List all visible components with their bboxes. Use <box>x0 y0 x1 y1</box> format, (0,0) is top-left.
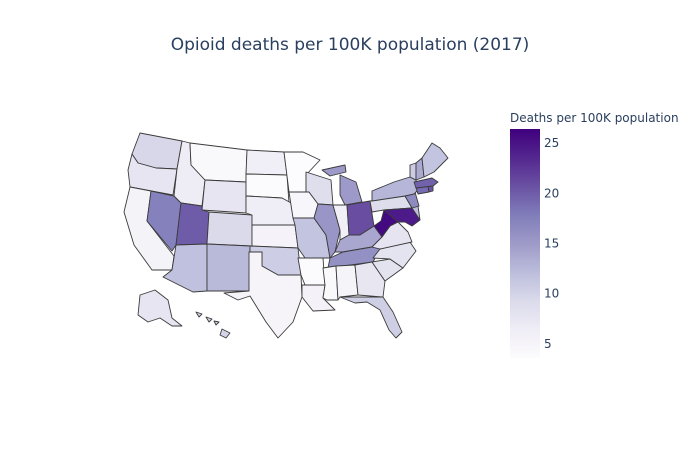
state-ks[interactable] <box>251 224 299 249</box>
state-me[interactable] <box>421 142 449 178</box>
colorbar-tick-label: 5 <box>544 337 552 351</box>
colorbar-tick-label: 10 <box>544 287 559 301</box>
us-state-map <box>123 132 449 339</box>
state-ar[interactable] <box>297 257 326 286</box>
colorbar-tick-label: 20 <box>544 186 559 200</box>
state-hi[interactable] <box>195 311 231 339</box>
chart-title: Opioid deaths per 100K population (2017) <box>171 35 530 55</box>
colorbar-ticks: 5 10 15 20 25 <box>544 136 559 351</box>
colorbar-gradient <box>510 129 540 358</box>
state-or[interactable] <box>127 153 178 196</box>
state-co[interactable] <box>206 211 253 247</box>
colorbar: Deaths per 100K population 5 10 15 20 25 <box>510 111 679 358</box>
state-ms[interactable] <box>322 265 339 301</box>
state-nd[interactable] <box>245 149 288 176</box>
state-tx[interactable] <box>223 251 303 339</box>
state-nm[interactable] <box>206 243 251 292</box>
state-ma[interactable] <box>413 177 439 189</box>
colorbar-title: Deaths per 100K population <box>510 111 679 125</box>
state-vt[interactable] <box>409 162 417 181</box>
state-ak[interactable] <box>137 289 183 327</box>
state-wy[interactable] <box>201 179 247 214</box>
state-al[interactable] <box>335 264 359 301</box>
colorbar-tick-label: 25 <box>544 136 559 150</box>
state-fl[interactable] <box>339 296 403 339</box>
colorbar-tick-label: 15 <box>544 237 559 251</box>
